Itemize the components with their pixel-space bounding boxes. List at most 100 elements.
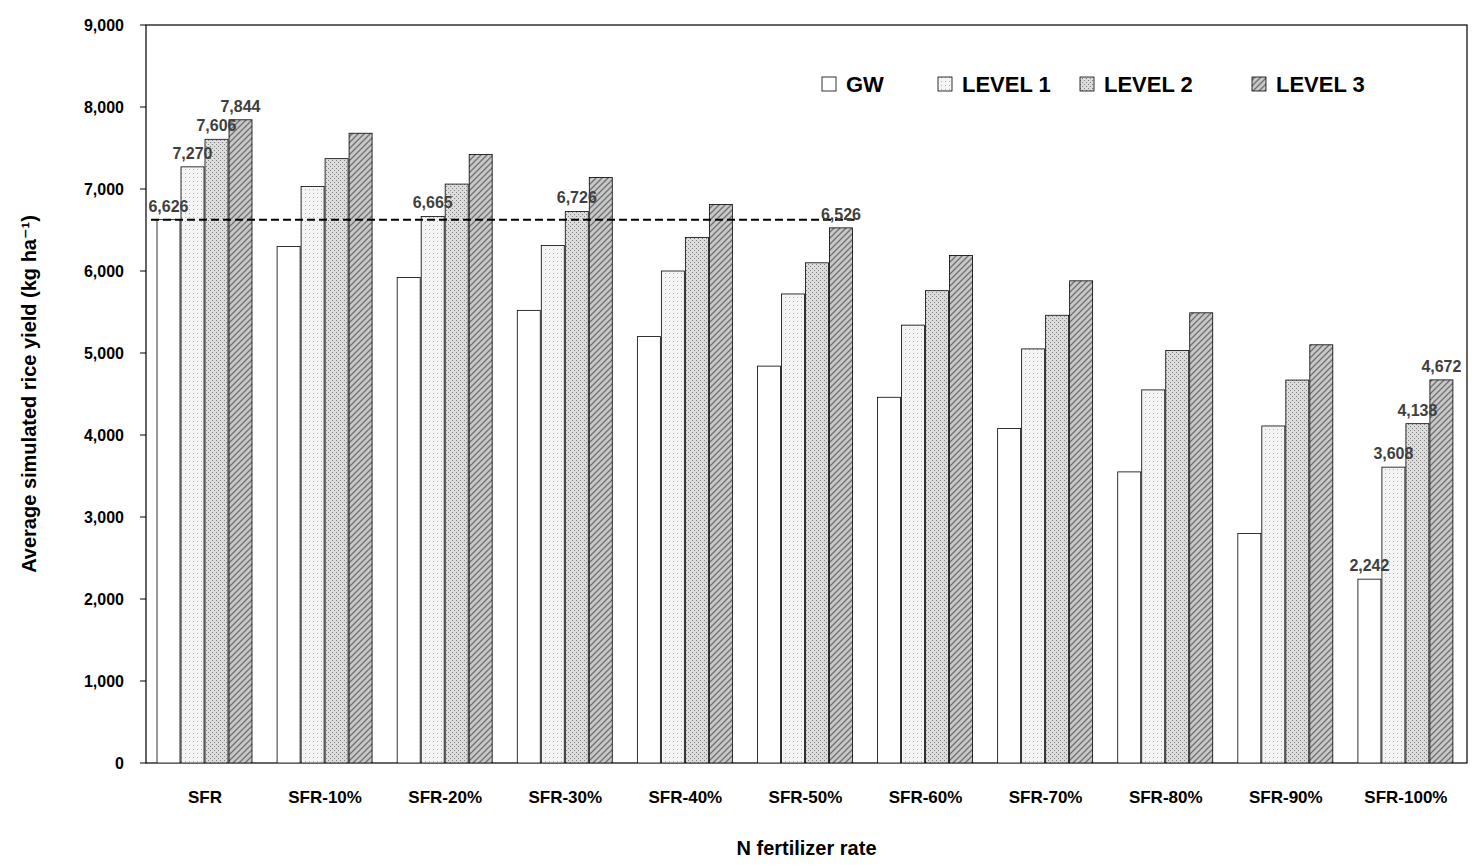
- legend-label: LEVEL 1: [962, 72, 1051, 97]
- legend-swatch: [1252, 77, 1266, 91]
- data-label: 4,138: [1397, 402, 1437, 419]
- bar: [157, 220, 180, 763]
- bar: [878, 397, 901, 763]
- legend-swatch: [822, 77, 836, 91]
- plot-frame: [146, 25, 1467, 763]
- bar: [1262, 426, 1285, 763]
- data-label: 6,526: [821, 206, 861, 223]
- data-label: 7,606: [196, 117, 236, 134]
- bar: [829, 228, 852, 763]
- y-tick-label: 0: [115, 755, 124, 772]
- bar: [301, 187, 324, 763]
- y-tick-label: 2,000: [84, 591, 124, 608]
- bar: [1406, 424, 1429, 763]
- x-tick-label: SFR-50%: [769, 788, 843, 807]
- bar: [998, 428, 1021, 763]
- y-tick-label: 9,000: [84, 17, 124, 34]
- data-label: 7,844: [220, 98, 260, 115]
- bar: [1310, 345, 1333, 763]
- bar: [397, 278, 420, 763]
- y-tick-label: 7,000: [84, 181, 124, 198]
- x-tick-label: SFR-20%: [408, 788, 482, 807]
- bar: [661, 271, 684, 763]
- x-tick-label: SFR-70%: [1009, 788, 1083, 807]
- bar: [181, 167, 204, 763]
- bar: [1070, 281, 1093, 763]
- bar: [445, 184, 468, 763]
- x-tick-label: SFR-90%: [1249, 788, 1323, 807]
- legend-label: LEVEL 3: [1276, 72, 1365, 97]
- x-tick-label: SFR-10%: [288, 788, 362, 807]
- x-tick-label: SFR-100%: [1364, 788, 1447, 807]
- y-tick: [140, 271, 146, 272]
- x-tick-label: SFR-40%: [649, 788, 723, 807]
- y-tick-label: 3,000: [84, 509, 124, 526]
- bar: [1430, 380, 1453, 763]
- bar: [1358, 579, 1381, 763]
- y-tick: [140, 107, 146, 108]
- chart: 0 1,000 2,000 3,000 4,000 5,000 6,000 7,000 8,00…: [0, 0, 1480, 865]
- bar: [1286, 380, 1309, 763]
- y-axis-title: Average simulated rice yield (kg ha⁻¹): [18, 215, 40, 573]
- bar: [781, 294, 804, 763]
- x-tick-label: SFR: [188, 788, 222, 807]
- bar: [685, 237, 708, 763]
- y-tick-label: 8,000: [84, 99, 124, 116]
- bar: [325, 159, 348, 763]
- y-tick: [140, 435, 146, 436]
- data-label: 7,270: [172, 145, 212, 162]
- y-tick: [140, 25, 146, 26]
- bar: [1142, 390, 1165, 763]
- bar: [469, 155, 492, 763]
- x-tick-label: SFR-80%: [1129, 788, 1203, 807]
- bar: [1118, 472, 1141, 763]
- bar: [421, 216, 444, 763]
- data-label: 6,626: [148, 198, 188, 215]
- x-axis-title: N fertilizer rate: [736, 837, 876, 859]
- y-tick: [140, 599, 146, 600]
- bar: [589, 178, 612, 763]
- bar: [1046, 315, 1069, 763]
- data-label: 4,672: [1421, 358, 1461, 375]
- bar: [229, 120, 252, 763]
- y-tick-label: 5,000: [84, 345, 124, 362]
- bar: [950, 255, 973, 763]
- legend-swatch: [938, 77, 952, 91]
- bar: [1166, 351, 1189, 763]
- bar: [541, 246, 564, 763]
- bar: [902, 325, 925, 763]
- y-tick-label: 6,000: [84, 263, 124, 280]
- bars: [151, 120, 1453, 763]
- data-label: 2,242: [1349, 557, 1389, 574]
- y-tick: [140, 189, 146, 190]
- y-tick: [140, 763, 146, 764]
- legend-swatch: [1080, 77, 1094, 91]
- legend-label: LEVEL 2: [1104, 72, 1193, 97]
- bar: [349, 133, 372, 763]
- bar: [1238, 533, 1261, 763]
- y-tick: [140, 353, 146, 354]
- data-label: 3,608: [1373, 445, 1413, 462]
- x-tick-label: SFR-30%: [528, 788, 602, 807]
- bar: [1190, 313, 1213, 763]
- reference-line: [151, 219, 854, 221]
- data-label: 6,726: [557, 189, 597, 206]
- bar: [277, 246, 300, 763]
- legend: GW LEVEL 1 LEVEL 2 LEVEL 3: [822, 72, 1365, 97]
- bar: [709, 205, 732, 763]
- bar: [637, 337, 660, 763]
- data-label: 6,665: [413, 194, 453, 211]
- bar: [1382, 467, 1405, 763]
- x-tick-label: SFR-60%: [889, 788, 963, 807]
- bar: [517, 310, 540, 763]
- y-tick-label: 4,000: [84, 427, 124, 444]
- bar: [805, 263, 828, 763]
- y-tick: [140, 681, 146, 682]
- bar: [757, 366, 780, 763]
- y-tick: [140, 517, 146, 518]
- legend-label: GW: [846, 72, 884, 97]
- y-tick-label: 1,000: [84, 673, 124, 690]
- bar: [205, 139, 228, 763]
- bar: [926, 291, 949, 763]
- bar: [1022, 349, 1045, 763]
